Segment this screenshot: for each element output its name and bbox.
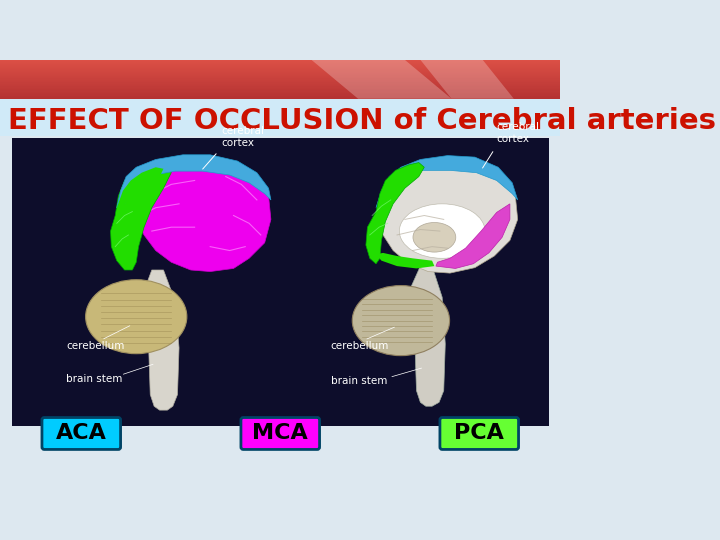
Bar (0, 97, 560, 98)
Bar (0, 65, 560, 66)
Ellipse shape (413, 222, 456, 252)
Bar (12, 138, 549, 426)
Bar (0, 90, 560, 91)
Polygon shape (436, 204, 510, 268)
FancyBboxPatch shape (42, 417, 120, 449)
Bar (0, 85, 560, 86)
Bar (0, 78, 560, 79)
Bar (0, 72, 560, 73)
Bar (0, 84, 560, 85)
Text: cerebral
cortex: cerebral cortex (222, 126, 265, 148)
Text: brain stem: brain stem (331, 375, 387, 386)
Bar (0, 66, 560, 67)
Polygon shape (111, 163, 171, 270)
Bar (0, 60, 560, 62)
Bar (0, 70, 560, 71)
Bar (0, 94, 560, 95)
Bar (0, 86, 560, 87)
Polygon shape (125, 163, 271, 272)
Bar (0, 64, 560, 65)
Text: cerebellum: cerebellum (331, 341, 390, 350)
Polygon shape (376, 156, 518, 208)
Bar (0, 82, 560, 83)
Bar (0, 71, 560, 72)
Polygon shape (376, 253, 434, 268)
Bar (0, 67, 560, 68)
Ellipse shape (400, 204, 485, 258)
Bar (0, 75, 560, 76)
Bar (0, 88, 560, 89)
Bar (0, 91, 560, 92)
Polygon shape (377, 159, 518, 273)
Bar (0, 96, 560, 97)
Text: MCA: MCA (253, 423, 308, 443)
Polygon shape (311, 60, 451, 99)
Bar (0, 92, 560, 93)
Polygon shape (140, 270, 179, 410)
FancyBboxPatch shape (440, 417, 518, 449)
Bar (0, 63, 560, 64)
Bar (0, 69, 560, 70)
Bar (0, 95, 560, 96)
Bar (0, 83, 560, 84)
Text: EFFECT OF OCCLUSION of Cerebral arteries: EFFECT OF OCCLUSION of Cerebral arteries (8, 107, 716, 136)
Polygon shape (366, 163, 424, 264)
Bar (0, 73, 560, 74)
Bar (0, 89, 560, 90)
Text: brain stem: brain stem (66, 374, 122, 384)
Bar (0, 77, 560, 78)
Bar (0, 98, 560, 99)
Bar (0, 87, 560, 88)
Text: ACA: ACA (56, 423, 107, 443)
Ellipse shape (352, 286, 449, 356)
Bar (0, 99, 560, 136)
Polygon shape (117, 167, 163, 212)
Polygon shape (117, 155, 271, 208)
Bar (0, 68, 560, 69)
Text: PCA: PCA (454, 423, 504, 443)
Bar (0, 74, 560, 75)
FancyBboxPatch shape (241, 417, 320, 449)
Ellipse shape (86, 280, 186, 354)
Bar (0, 80, 560, 81)
Polygon shape (406, 266, 445, 406)
Bar (0, 81, 560, 82)
Bar (0, 93, 560, 94)
Text: cerebral
cortex: cerebral cortex (497, 122, 540, 144)
Polygon shape (420, 60, 514, 99)
Bar (0, 79, 560, 80)
Bar (0, 62, 560, 63)
Bar (0, 76, 560, 77)
Text: cerebellum: cerebellum (66, 341, 125, 350)
